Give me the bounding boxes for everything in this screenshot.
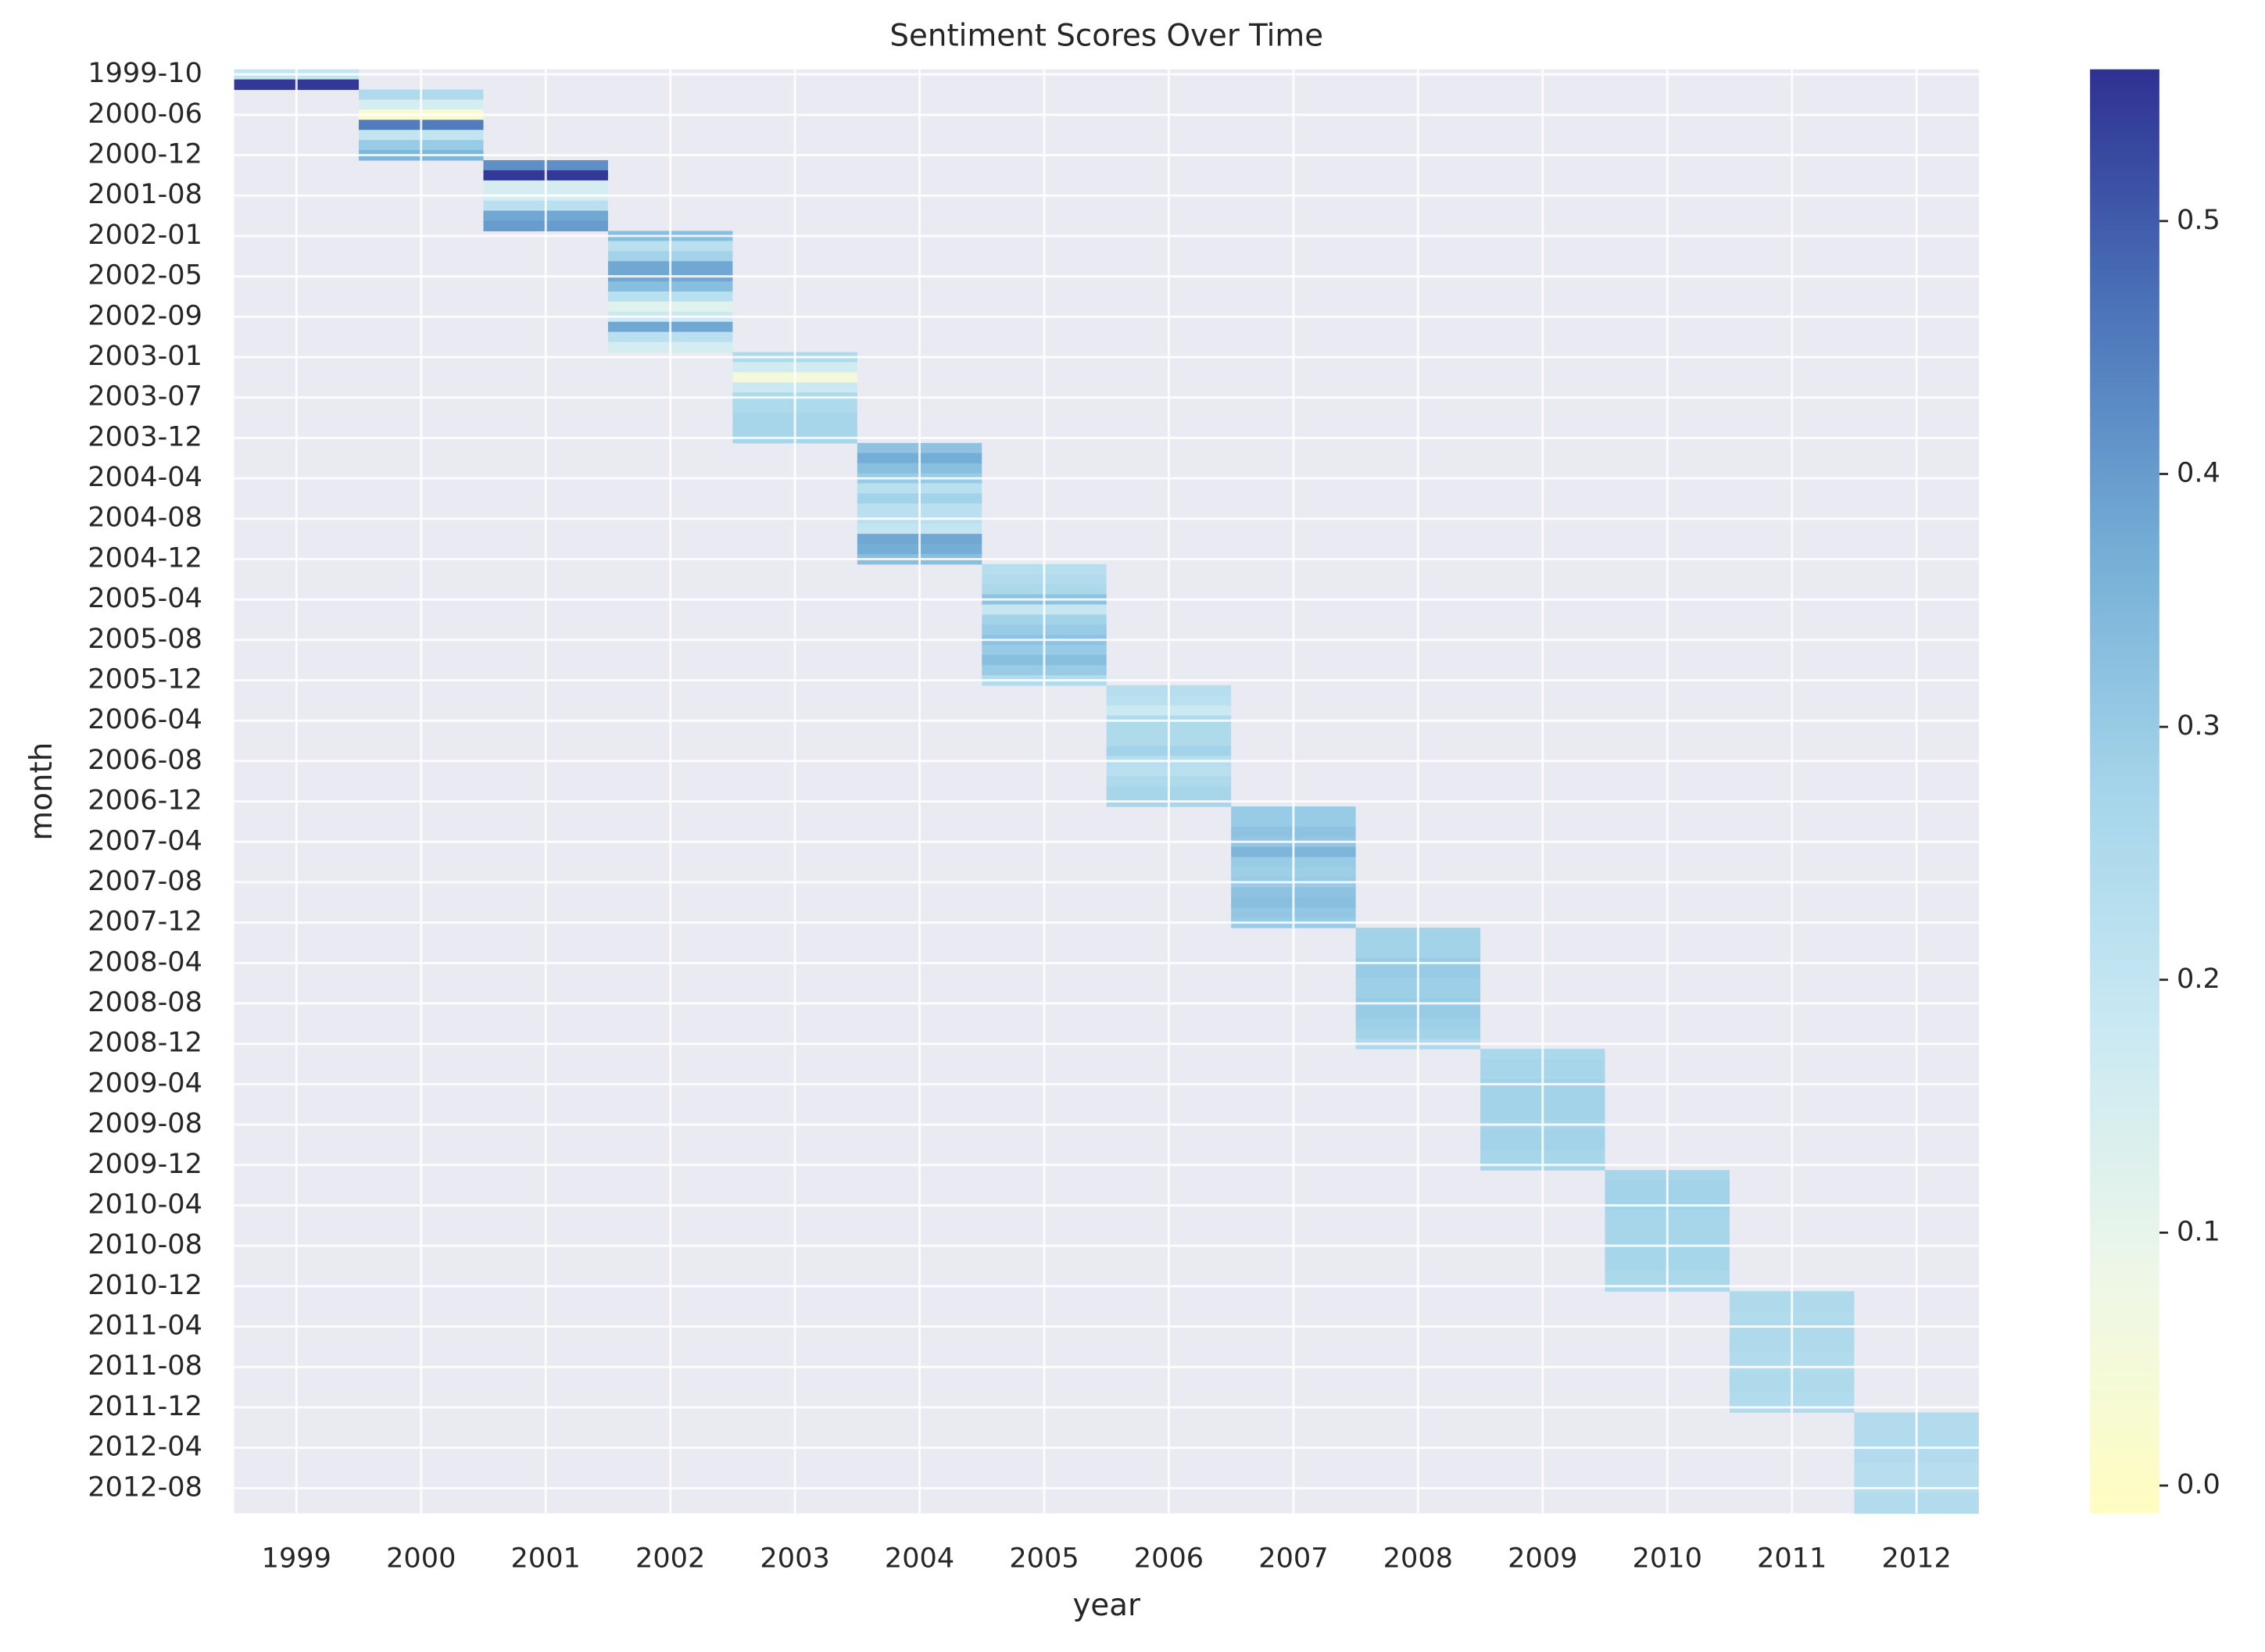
y-tick-label: 2006-08 (88, 744, 202, 776)
y-tick-label: 2001-08 (88, 178, 202, 210)
colorbar-tick-label: 0.2 (2177, 963, 2220, 995)
y-tick-label: 2009-04 (88, 1067, 202, 1099)
y-tick-label: 2012-08 (88, 1471, 202, 1503)
x-tick-label: 1999 (262, 1543, 331, 1575)
colorbar-tick-label: 0.3 (2177, 710, 2220, 742)
x-tick-label: 2008 (1383, 1543, 1453, 1575)
y-tick-label: 2005-04 (88, 582, 202, 614)
x-axis-label: year (1072, 1588, 1140, 1623)
y-tick-label: 2010-08 (88, 1228, 202, 1260)
y-tick-label: 2002-09 (88, 299, 202, 331)
y-tick-label: 2012-04 (88, 1431, 202, 1463)
y-tick-label: 2002-05 (88, 259, 202, 291)
y-tick-label: 2002-01 (88, 219, 202, 251)
y-tick-label: 2004-12 (88, 542, 202, 574)
chart-title: Sentiment Scores Over Time (889, 19, 1323, 54)
y-tick-label: 2007-04 (88, 824, 202, 856)
x-tick-label: 2003 (760, 1543, 829, 1575)
y-tick-label: 2005-08 (88, 623, 202, 655)
x-tick-label: 2000 (386, 1543, 456, 1575)
y-tick-label: 2003-07 (88, 381, 202, 413)
x-tick-label: 2010 (1633, 1543, 1702, 1575)
colorbar-tick-label: 0.4 (2177, 457, 2220, 489)
y-tick-label: 2008-04 (88, 946, 202, 978)
plot-background (234, 69, 1979, 1514)
y-tick-label: 2005-12 (88, 663, 202, 695)
x-tick-label: 2011 (1757, 1543, 1827, 1575)
y-tick-label: 1999-10 (88, 57, 202, 89)
x-tick-label: 2004 (885, 1543, 954, 1575)
y-tick-label: 2006-12 (88, 785, 202, 817)
y-tick-label: 2003-01 (88, 340, 202, 372)
y-tick-label: 2010-12 (88, 1269, 202, 1301)
x-tick-label: 2006 (1134, 1543, 1204, 1575)
y-tick-label: 2010-04 (88, 1188, 202, 1220)
y-tick-label: 2008-08 (88, 986, 202, 1018)
colorbar-tick-label: 0.5 (2177, 204, 2220, 236)
y-tick-label: 2011-04 (88, 1310, 202, 1342)
y-tick-label: 2008-12 (88, 1027, 202, 1059)
y-tick-label: 2011-08 (88, 1350, 202, 1382)
x-tick-label: 2007 (1258, 1543, 1328, 1575)
y-tick-label: 2009-08 (88, 1107, 202, 1139)
y-tick-label: 2004-04 (88, 461, 202, 493)
y-tick-label: 2007-08 (88, 865, 202, 897)
colorbar (2090, 69, 2159, 1514)
y-axis-label: month (24, 742, 59, 841)
colorbar-tick-label: 0.1 (2177, 1215, 2220, 1247)
y-tick-label: 2000-06 (88, 98, 202, 130)
y-tick-label: 2007-12 (88, 906, 202, 938)
y-tick-label: 2006-04 (88, 703, 202, 735)
x-tick-label: 2012 (1881, 1543, 1951, 1575)
x-tick-label: 2001 (511, 1543, 581, 1575)
x-tick-label: 2005 (1009, 1543, 1079, 1575)
y-tick-label: 2011-12 (88, 1390, 202, 1422)
colorbar-tick-label: 0.0 (2177, 1468, 2220, 1500)
y-tick-label: 2004-08 (88, 502, 202, 534)
y-tick-label: 2003-12 (88, 420, 202, 452)
y-tick-label: 2009-12 (88, 1148, 202, 1180)
x-tick-label: 2002 (635, 1543, 705, 1575)
x-tick-label: 2009 (1508, 1543, 1577, 1575)
y-tick-label: 2000-12 (88, 138, 202, 170)
